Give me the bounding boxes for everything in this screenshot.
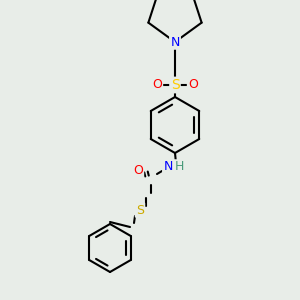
Text: S: S [171, 78, 179, 92]
Text: H: H [174, 160, 184, 173]
Text: N: N [170, 35, 180, 49]
Text: O: O [152, 79, 162, 92]
Text: S: S [136, 203, 144, 217]
Text: O: O [133, 164, 143, 176]
Text: N: N [163, 160, 173, 173]
Text: O: O [188, 79, 198, 92]
